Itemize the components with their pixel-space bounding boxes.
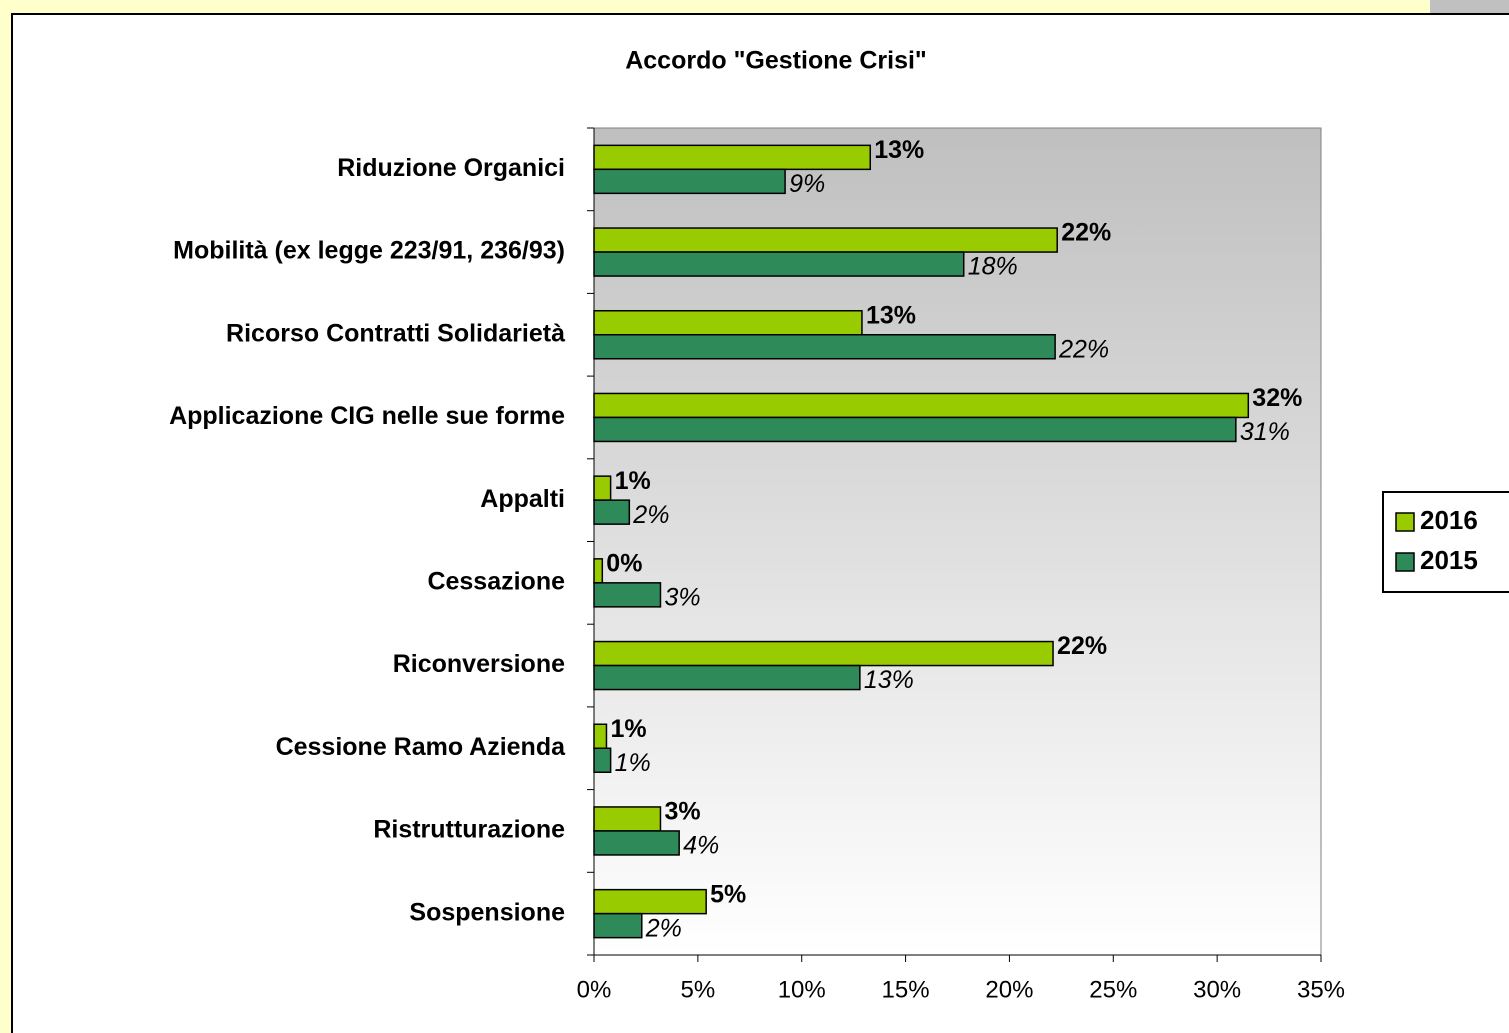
bar <box>593 334 1056 360</box>
legend-swatch <box>1395 512 1415 532</box>
data-label: 9% <box>789 170 825 198</box>
data-label: 5% <box>710 880 746 908</box>
data-label: 2% <box>645 914 682 942</box>
x-tick-label: 0% <box>577 976 612 1003</box>
data-label: 18% <box>968 253 1018 281</box>
y-tick-label: Cessione Ramo Azienda <box>276 733 567 761</box>
legend-label: 2016 <box>1420 505 1478 535</box>
y-tick-label: Riconversione <box>393 650 565 678</box>
x-tick-label: 25% <box>1089 976 1137 1003</box>
x-tick-label: 30% <box>1193 976 1241 1003</box>
y-tick-label: Mobilità (ex legge 223/91, 236/93) <box>173 237 565 265</box>
bar <box>593 723 608 749</box>
bar <box>593 806 662 832</box>
data-label: 3% <box>664 798 700 826</box>
data-label: 1% <box>615 749 651 777</box>
bar <box>593 558 604 584</box>
bar <box>593 664 861 691</box>
chart-title: Accordo "Gestione Crisi" <box>625 47 927 75</box>
bar <box>593 499 631 525</box>
data-label: 1% <box>610 715 646 743</box>
bar <box>593 144 872 171</box>
bar <box>593 475 612 501</box>
bar <box>593 310 863 336</box>
bar <box>593 416 1237 443</box>
bar <box>593 227 1058 253</box>
data-label: 3% <box>664 583 700 611</box>
y-tick-label: Appalti <box>480 485 565 513</box>
data-label: 31% <box>1240 418 1290 446</box>
bar <box>593 168 786 195</box>
legend-swatch <box>1395 552 1415 572</box>
data-label: 4% <box>683 832 719 860</box>
x-tick-label: 5% <box>681 976 716 1003</box>
y-tick-label: Applicazione CIG nelle sue forme <box>169 402 565 430</box>
bar <box>593 582 662 608</box>
data-label: 22% <box>1061 219 1111 247</box>
x-tick-label: 35% <box>1297 976 1345 1003</box>
data-label: 13% <box>866 301 916 329</box>
data-label: 2% <box>632 501 669 529</box>
corner-patch <box>1430 0 1509 14</box>
data-label: 13% <box>864 666 914 694</box>
bar <box>593 747 612 773</box>
y-tick-label: Ristrutturazione <box>373 816 565 844</box>
x-tick-label: 20% <box>985 976 1033 1003</box>
data-label: 1% <box>615 467 651 495</box>
bar <box>593 640 1054 667</box>
bar <box>593 392 1250 419</box>
y-tick-label: Riduzione Organici <box>337 154 565 182</box>
legend <box>1382 491 1509 593</box>
y-tick-label: Sospensione <box>409 898 565 926</box>
data-label: 22% <box>1058 335 1109 363</box>
x-tick-label: 15% <box>882 976 930 1003</box>
legend-label: 2015 <box>1420 545 1478 575</box>
data-label: 22% <box>1057 632 1107 660</box>
data-label: 0% <box>606 549 642 577</box>
y-tick-label: Ricorso Contratti Solidarietà <box>226 319 565 347</box>
bar <box>593 888 707 915</box>
bar <box>593 251 965 277</box>
y-tick-label: Cessazione <box>427 567 565 595</box>
data-label: 32% <box>1252 384 1302 412</box>
bar <box>593 912 643 939</box>
bar <box>593 830 680 856</box>
x-tick-label: 10% <box>778 976 826 1003</box>
data-label: 13% <box>874 136 924 164</box>
